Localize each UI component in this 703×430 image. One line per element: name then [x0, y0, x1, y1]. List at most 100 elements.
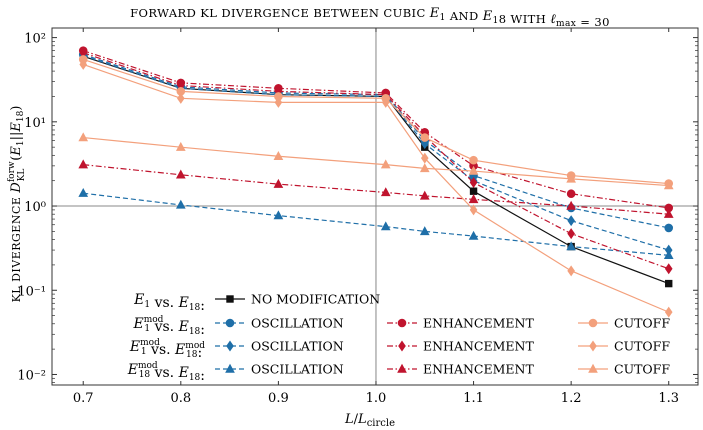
- series-line: [83, 136, 669, 187]
- data-point: [566, 173, 576, 183]
- legend-label: CUTOFF: [614, 339, 670, 354]
- legend-entry: CUTOFF: [578, 339, 670, 354]
- series-3: [78, 187, 674, 260]
- legend-marker: [225, 318, 235, 328]
- legend-label: OSCILLATION: [251, 316, 344, 331]
- legend-label: ENHANCEMENT: [423, 362, 534, 377]
- data-point: [274, 96, 283, 108]
- data-point: [419, 226, 430, 236]
- data-point: [420, 133, 430, 142]
- legend-label: ENHANCEMENT: [423, 339, 534, 354]
- x-tick-label: 0.8: [170, 391, 191, 406]
- data-point: [380, 187, 391, 197]
- series-line: [83, 58, 669, 185]
- data-point: [566, 241, 576, 251]
- data-point: [567, 228, 575, 240]
- data-point: [380, 159, 391, 169]
- data-point: [469, 155, 478, 165]
- data-point: [566, 200, 576, 210]
- data-point: [468, 194, 479, 204]
- legend-label: ENHANCEMENT: [423, 316, 534, 331]
- legend-label: NO MODIFICATION: [251, 292, 380, 307]
- x-tick-label: 1.3: [658, 391, 679, 406]
- legend-entry: CUTOFF: [578, 316, 670, 331]
- data-point: [665, 279, 673, 288]
- data-point: [175, 199, 186, 209]
- data-point: [175, 141, 186, 151]
- legend-entry: NO MODIFICATION: [215, 292, 380, 307]
- x-axis-label: L/Lcircle: [344, 412, 395, 429]
- legend-entry: OSCILLATION: [215, 362, 344, 377]
- data-point: [664, 306, 673, 318]
- legend-marker: [225, 363, 235, 373]
- y-axis-label: KL DIVERGENCE DforwKL(E1||E18): [7, 106, 27, 303]
- x-tick-label: 0.7: [73, 391, 94, 406]
- data-point: [663, 180, 674, 190]
- legend-entry: ENHANCEMENT: [387, 316, 534, 331]
- legend-row-label: E1 vs. E18:: [133, 292, 205, 314]
- y-tick-label: 10⁰: [24, 200, 46, 215]
- x-tick-label: 1.2: [561, 391, 582, 406]
- data-point: [78, 187, 89, 197]
- data-point: [664, 223, 674, 233]
- x-tick-label: 1.1: [463, 391, 484, 406]
- data-point: [419, 190, 430, 200]
- legend-entry: OSCILLATION: [215, 339, 344, 354]
- legend-marker: [588, 363, 598, 373]
- data-point: [273, 210, 284, 220]
- data-point: [78, 159, 89, 169]
- data-point: [79, 58, 88, 70]
- data-point: [663, 208, 674, 218]
- legend-marker: [588, 318, 598, 328]
- data-point: [469, 177, 478, 189]
- series-line: [83, 164, 669, 215]
- data-point: [664, 263, 673, 275]
- series-layer: [78, 46, 674, 318]
- y-tick-label: 10⁻¹: [17, 284, 46, 299]
- legend-marker: [397, 363, 407, 373]
- legend-label: CUTOFF: [614, 316, 670, 331]
- y-tick-label: 10²: [24, 32, 46, 47]
- data-point: [468, 230, 479, 240]
- legend-label: CUTOFF: [614, 362, 670, 377]
- data-point: [663, 250, 674, 260]
- x-tick-label: 1.0: [366, 391, 387, 406]
- data-point: [420, 152, 429, 164]
- legend-row-label: Emod 18 vs. E18:: [127, 361, 205, 384]
- series-line: [83, 63, 669, 313]
- legend-entry: ENHANCEMENT: [387, 339, 534, 354]
- series-9: [78, 132, 674, 190]
- legend-entry: OSCILLATION: [215, 316, 344, 331]
- legend-entry: ENHANCEMENT: [387, 362, 534, 377]
- x-tick-label: 0.9: [268, 391, 289, 406]
- series-line: [83, 192, 669, 256]
- legend-entry: CUTOFF: [578, 362, 670, 377]
- legend-row-label: Emod 1 vs. E18:: [132, 315, 205, 338]
- series-6: [78, 159, 674, 218]
- y-tick-label: 10¹: [24, 116, 46, 131]
- data-point: [273, 151, 284, 160]
- ticks-layer: 0.7 0.8 0.9 1.0 1.1 1.2 1.3 10² 10¹ 10⁰ 10⁻¹ 10⁻²: [17, 28, 698, 406]
- chart-title: FORWARD KL DIVERGENCE BETWEEN CUBIC E1 A…: [130, 6, 610, 29]
- series-line: [83, 55, 669, 251]
- legend-marker: [589, 340, 597, 352]
- data-point: [419, 163, 430, 173]
- data-point: [468, 165, 479, 175]
- legend-marker: [226, 340, 234, 352]
- data-point: [566, 189, 576, 199]
- legend-marker: [226, 295, 234, 303]
- legend-marker: [397, 318, 407, 328]
- legend-label: OSCILLATION: [251, 339, 344, 354]
- reference-lines: [52, 28, 698, 385]
- data-point: [177, 92, 185, 104]
- y-tick-label: 10⁻²: [17, 368, 46, 383]
- legend: E1 vs. E18: NO MODIFICATION Emod 1 vs. E18:…: [127, 292, 671, 385]
- data-point: [273, 178, 284, 188]
- legend-row-label: Emod 1 vs. Emod 18:: [129, 338, 205, 361]
- legend-marker: [398, 340, 406, 352]
- data-point: [567, 265, 575, 277]
- legend-label: OSCILLATION: [251, 362, 344, 377]
- data-point: [78, 132, 89, 142]
- data-point: [381, 96, 390, 108]
